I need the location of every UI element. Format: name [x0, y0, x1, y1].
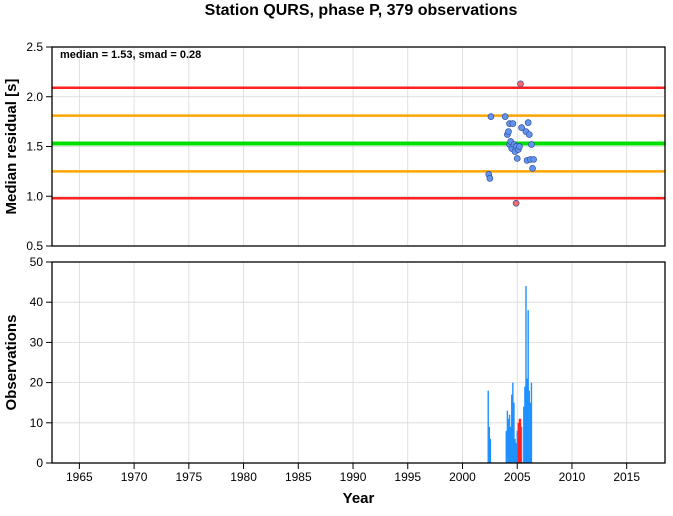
x-tick-label: 2015 [613, 470, 640, 484]
observation-bar [527, 310, 529, 463]
top-y-tick-label: 2.0 [26, 90, 43, 104]
residual-point [530, 156, 537, 163]
x-axis-label: Year [343, 490, 375, 507]
observation-bar [528, 390, 530, 463]
observation-bar [518, 418, 521, 463]
observation-bar [487, 390, 489, 463]
observation-bar [507, 418, 510, 463]
top-y-tick-label: 1.5 [26, 140, 43, 154]
x-tick-label: 1985 [285, 470, 312, 484]
residual-point [529, 165, 536, 172]
top-y-tick-label: 0.5 [26, 239, 43, 253]
residual-point [486, 174, 494, 182]
observation-bar [513, 402, 515, 463]
observation-bar [517, 422, 520, 463]
observation-bar [525, 286, 527, 463]
bottom-y-tick-label: 10 [30, 416, 44, 430]
observation-bar [519, 418, 522, 463]
x-tick-label: 1970 [121, 470, 148, 484]
observation-bar [529, 402, 532, 463]
bottom-y-tick-label: 30 [30, 335, 44, 349]
residual-point [525, 131, 533, 138]
x-tick-label: 2000 [449, 470, 476, 484]
bottom-y-tick-label: 50 [30, 255, 44, 269]
observation-bar [515, 442, 517, 463]
observation-bar [506, 410, 509, 463]
observation-bar [524, 386, 526, 463]
observation-bar [512, 382, 514, 463]
top-y-tick-label: 1.0 [26, 189, 43, 203]
residual-point [509, 120, 517, 127]
stats-annotation: median = 1.53, smad = 0.28 [60, 49, 201, 61]
x-tick-label: 1965 [66, 470, 93, 484]
x-tick-label: 1990 [340, 470, 367, 484]
observation-bar [505, 430, 507, 463]
x-tick-label: 2010 [559, 470, 586, 484]
x-tick-label: 1995 [394, 470, 421, 484]
observation-bar [489, 438, 492, 463]
observation-bar [520, 426, 523, 463]
bottom-y-tick-label: 40 [30, 295, 44, 309]
x-tick-label: 2005 [504, 470, 531, 484]
residual-point [512, 199, 520, 207]
chart-title: Station QURS, phase P, 379 observations [205, 2, 518, 19]
residual-point [487, 113, 495, 121]
observation-bar [509, 426, 512, 463]
residual-point [516, 143, 523, 150]
residual-point [513, 155, 521, 162]
bottom-plot-frame [51, 261, 666, 464]
residual-point [517, 80, 524, 88]
residual-point [501, 113, 509, 121]
bottom-y-tick-label: 20 [30, 376, 44, 390]
residual-point [524, 119, 532, 126]
observation-bar [488, 426, 491, 463]
top-y-tick-label: 2.5 [26, 40, 43, 54]
observation-bar [514, 438, 516, 463]
observation-bar [511, 394, 513, 463]
bottom-y-axis-label: Observations [3, 315, 20, 411]
observation-bar [526, 378, 528, 463]
x-tick-label: 1975 [175, 470, 202, 484]
residual-point [518, 124, 525, 131]
residual-point [505, 128, 512, 135]
observation-bar [516, 430, 518, 463]
top-plot-frame [51, 46, 666, 247]
observation-bar [523, 406, 525, 463]
x-tick-label: 1980 [230, 470, 257, 484]
observation-bar [530, 382, 533, 463]
top-y-axis-label: Median residual [s] [3, 79, 20, 215]
bottom-y-tick-label: 0 [36, 456, 43, 470]
observation-bar [508, 414, 511, 463]
residual-point [528, 141, 535, 148]
